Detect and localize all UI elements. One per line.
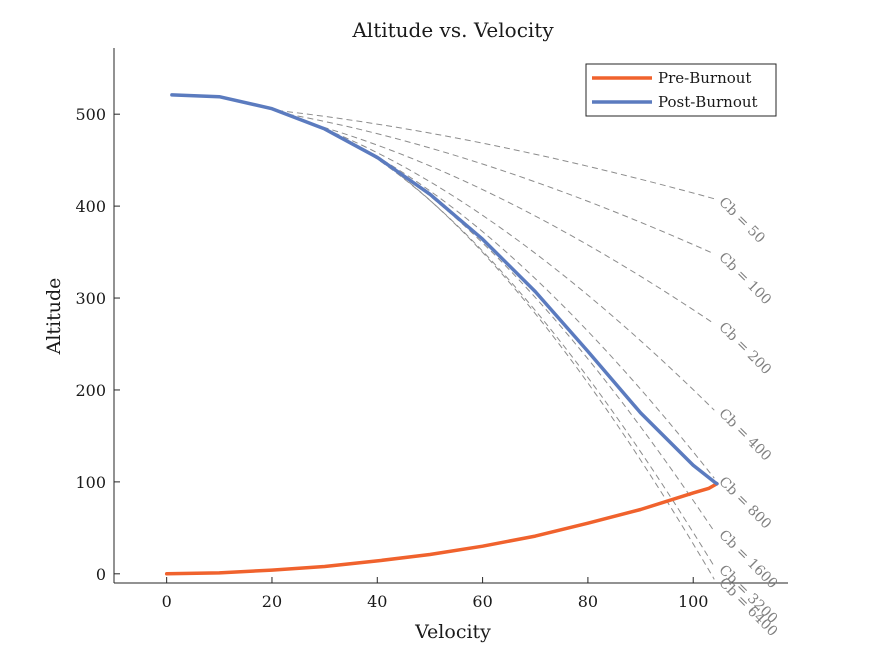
series-line-post-burnout [170,93,719,486]
cb-reference-line [303,121,715,325]
cb-reference-line [324,128,715,411]
series-lines [164,93,719,576]
x-axis-label: Velocity [414,621,491,643]
legend: Pre-Burnout Post-Burnout [585,63,777,117]
cb-reference-line [277,110,715,200]
y-tick-label: 500 [75,105,106,124]
cb-label: Cb = 200 [715,319,774,378]
legend-label: Pre-Burnout [658,69,751,87]
cb-reference-line [376,157,715,580]
cb-reference-line [287,113,715,255]
legend-box [585,63,777,117]
x-tick-label: 100 [678,592,709,611]
cb-label: Cb = 800 [715,474,774,533]
axes: 0 20 40 60 80 100 0 100 200 300 400 500 [75,48,788,611]
cb-reference-line [355,144,715,479]
y-axis-label: Altitude [43,278,65,356]
x-tick-label: 20 [262,592,282,611]
chart-title: Altitude vs. Velocity [351,18,554,42]
y-tick-label: 400 [75,197,106,216]
y-tick-label: 300 [75,289,106,308]
cb-label: Cb = 400 [715,406,774,465]
cb-label: Cb = 50 [715,194,767,246]
series-line-pre-burnout [164,481,719,576]
x-tick-label: 40 [367,592,387,611]
cb-label: Cb = 100 [715,249,774,308]
y-tick-label: 0 [96,565,106,584]
x-tick-label: 60 [472,592,492,611]
y-tick-label: 200 [75,381,106,400]
cb-reference-line [366,150,715,532]
x-tick-label: 80 [578,592,598,611]
legend-label: Post-Burnout [658,93,758,111]
y-tick-label: 100 [75,473,106,492]
x-tick-label: 0 [162,592,172,611]
cb-reference-line [371,155,715,567]
